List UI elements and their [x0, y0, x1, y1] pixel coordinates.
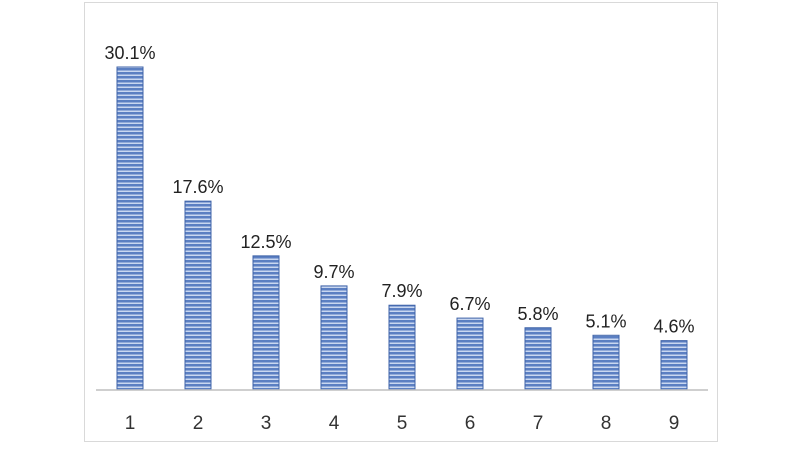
x-tick-label-5: 5 — [397, 413, 408, 434]
bar-1 — [116, 66, 144, 391]
data-labels-group: 30.1% 17.6% 12.5% 9.7% 7.9% 6.7% 5.8% 5.1% 4.6% — [104, 43, 694, 337]
bar-2 — [184, 200, 212, 391]
bar-5 — [388, 304, 416, 391]
data-label-5: 7.9% — [381, 281, 422, 301]
bar-4 — [320, 285, 348, 391]
data-label-8: 5.1% — [585, 311, 626, 331]
x-tick-label-8: 8 — [601, 413, 612, 434]
x-tick-label-1: 1 — [125, 413, 136, 434]
x-tick-label-4: 4 — [329, 413, 340, 434]
data-label-9: 4.6% — [653, 317, 694, 337]
data-label-1: 30.1% — [104, 43, 155, 63]
data-label-6: 6.7% — [449, 294, 490, 314]
bar-6 — [456, 317, 484, 391]
x-tick-labels: 1 2 3 4 5 6 7 8 9 — [125, 413, 680, 434]
x-tick-label-6: 6 — [465, 413, 476, 434]
x-tick-label-7: 7 — [533, 413, 544, 434]
bars-group — [116, 66, 688, 391]
data-label-2: 17.6% — [172, 177, 223, 197]
bar-9 — [660, 340, 688, 391]
bar-8 — [592, 334, 620, 391]
x-tick-label-2: 2 — [193, 413, 204, 434]
data-label-3: 12.5% — [240, 232, 291, 252]
data-label-4: 9.7% — [313, 262, 354, 282]
bar-7 — [524, 327, 552, 391]
x-tick-label-9: 9 — [669, 413, 680, 434]
data-label-7: 5.8% — [517, 304, 558, 324]
bar-3 — [252, 255, 280, 391]
x-tick-label-3: 3 — [261, 413, 272, 434]
